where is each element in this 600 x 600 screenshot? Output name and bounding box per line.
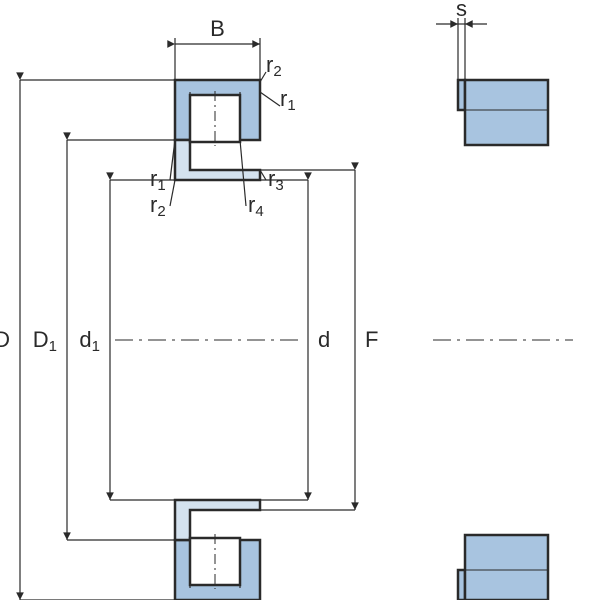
svg-text:d: d — [318, 327, 330, 352]
svg-text:r1: r1 — [150, 166, 166, 194]
svg-text:r2: r2 — [150, 192, 166, 220]
svg-text:D1: D1 — [33, 327, 57, 355]
svg-text:d1: d1 — [79, 327, 100, 355]
svg-text:B: B — [210, 16, 225, 41]
svg-text:D: D — [0, 327, 10, 352]
svg-text:r2: r2 — [266, 52, 282, 80]
svg-text:r1: r1 — [280, 86, 296, 114]
svg-text:F: F — [365, 327, 378, 352]
svg-text:s: s — [456, 0, 467, 21]
svg-text:r4: r4 — [248, 192, 264, 220]
